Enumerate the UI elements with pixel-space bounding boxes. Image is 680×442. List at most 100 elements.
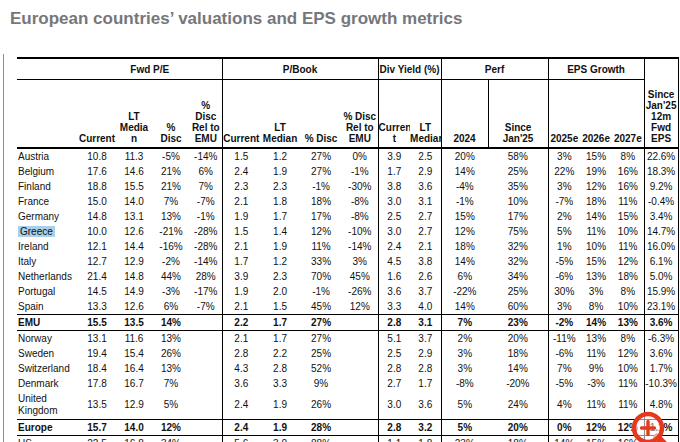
value-cell: 1.4 [260,224,300,239]
value-cell [190,436,222,442]
value-cell: 10% [612,361,644,376]
value-cell: 18.3% [644,164,678,179]
table-row-austria: Austria10.811.3-5%-14%1.51.227%0%3.92.52… [17,148,678,164]
value-cell: 13% [580,269,612,284]
value-cell: -2% [152,254,190,269]
value-cell: 3.0 [378,224,410,239]
value-cell: 2.8 [378,315,410,331]
value-cell: 28% [190,269,222,284]
country-cell: France [17,194,78,209]
value-cell: 9.2% [644,179,678,194]
value-cell: 75% [488,224,548,239]
value-cell: 7% [152,194,190,209]
column-header-current: Current [222,80,260,149]
value-cell: 3% [441,346,488,361]
column-header-since-jan-25-12m-fwd-eps: Since Jan'25 12m Fwd EPS [644,80,678,149]
value-cell: 18% [300,194,342,209]
value-cell: 2.8 [378,361,410,376]
value-cell: 34% [152,436,190,442]
column-header-curren-t: Curren t [378,80,410,149]
table-row-denmark: Denmark17.816.77%3.63.39%2.71.7-8%-20%-5… [17,376,678,391]
value-cell [342,391,378,420]
value-cell: 18% [612,269,644,284]
value-cell: 2.3 [260,179,300,194]
value-cell: -14% [342,239,378,254]
table-row-germany: Germany14.813.113%-1%1.91.717%-8%2.52.71… [17,209,678,224]
value-cell: -28% [190,239,222,254]
value-cell: 20% [441,148,488,164]
value-cell: 14.7% [644,224,678,239]
value-cell: 15.5 [116,179,152,194]
table-row-belgium: Belgium17.614.621%6%2.41.927%-1%1.72.914… [17,164,678,179]
value-cell: -22% [441,284,488,299]
value-cell: 21% [152,179,190,194]
value-cell: 1.2 [260,254,300,269]
value-cell: 16% [612,179,644,194]
value-cell: -7% [190,299,222,315]
value-cell: 2.5 [378,346,410,361]
country-cell: Europe [17,420,78,436]
value-cell: 14.5 [78,284,116,299]
value-cell: 5.0% [644,269,678,284]
column-header-disc-rel-to-emu: % Disc Rel to EMU [342,80,378,149]
value-cell: 25% [488,284,548,299]
value-cell: 2.8 [222,346,260,361]
country-cell: United Kingdom [17,391,78,420]
value-cell: 23% [441,436,488,442]
value-cell: 58% [488,148,548,164]
value-cell: 14.8 [78,209,116,224]
value-cell: 1.5 [222,224,260,239]
value-cell: 19.4 [78,346,116,361]
value-cell: 13.1 [78,331,116,347]
value-cell: 12% [612,346,644,361]
value-cell: -6% [548,346,580,361]
value-cell: 3.1 [410,194,441,209]
value-cell: 10% [612,224,644,239]
value-cell: 15% [441,209,488,224]
value-cell: 3.0 [260,436,300,442]
country-cell: Italy [17,254,78,269]
value-cell: 9% [300,376,342,391]
value-cell: 10.8 [78,148,116,164]
column-header-lt-media-n: LT Media n [116,80,152,149]
value-cell: 4.0 [410,299,441,315]
value-cell: -6.3% [644,331,678,347]
value-cell: 11.6 [116,331,152,347]
value-cell: 11% [612,376,644,391]
value-cell: -8% [342,209,378,224]
value-cell: -17% [190,284,222,299]
column-group-blank [644,58,678,80]
table-row-switzerland: Switzerland18.416.413%4.32.852%2.82.83%1… [17,361,678,376]
value-cell: 7% [548,361,580,376]
value-cell: 3.9 [378,148,410,164]
value-cell: 3% [580,284,612,299]
value-cell: 8% [580,299,612,315]
column-header-2027e: 2027e [612,80,644,149]
value-cell: 1.9 [222,284,260,299]
value-cell: 2.4 [378,239,410,254]
value-cell: 14% [488,361,548,376]
country-cell: Sweden [17,346,78,361]
value-cell [342,331,378,347]
value-cell: 1.5 [260,299,300,315]
value-cell: -4% [441,179,488,194]
value-cell: 15% [612,209,644,224]
value-cell: -16% [152,239,190,254]
value-cell: 3.3 [260,376,300,391]
value-cell: 12% [152,420,190,436]
column-header-disc: % Disc [300,80,342,149]
value-cell: 19% [580,164,612,179]
value-cell: 3% [548,299,580,315]
value-cell: 13.5 [78,391,116,420]
value-cell: 12% [580,420,612,436]
value-cell: 2.7 [410,209,441,224]
value-cell: 3% [441,361,488,376]
value-cell: 33% [300,254,342,269]
value-cell: 16.7 [116,376,152,391]
value-cell: 11% [580,224,612,239]
zoom-in-magnifier-icon[interactable] [626,408,672,442]
value-cell [342,376,378,391]
value-cell: 15% [580,254,612,269]
country-cell: Norway [17,331,78,347]
value-cell: 3% [342,254,378,269]
